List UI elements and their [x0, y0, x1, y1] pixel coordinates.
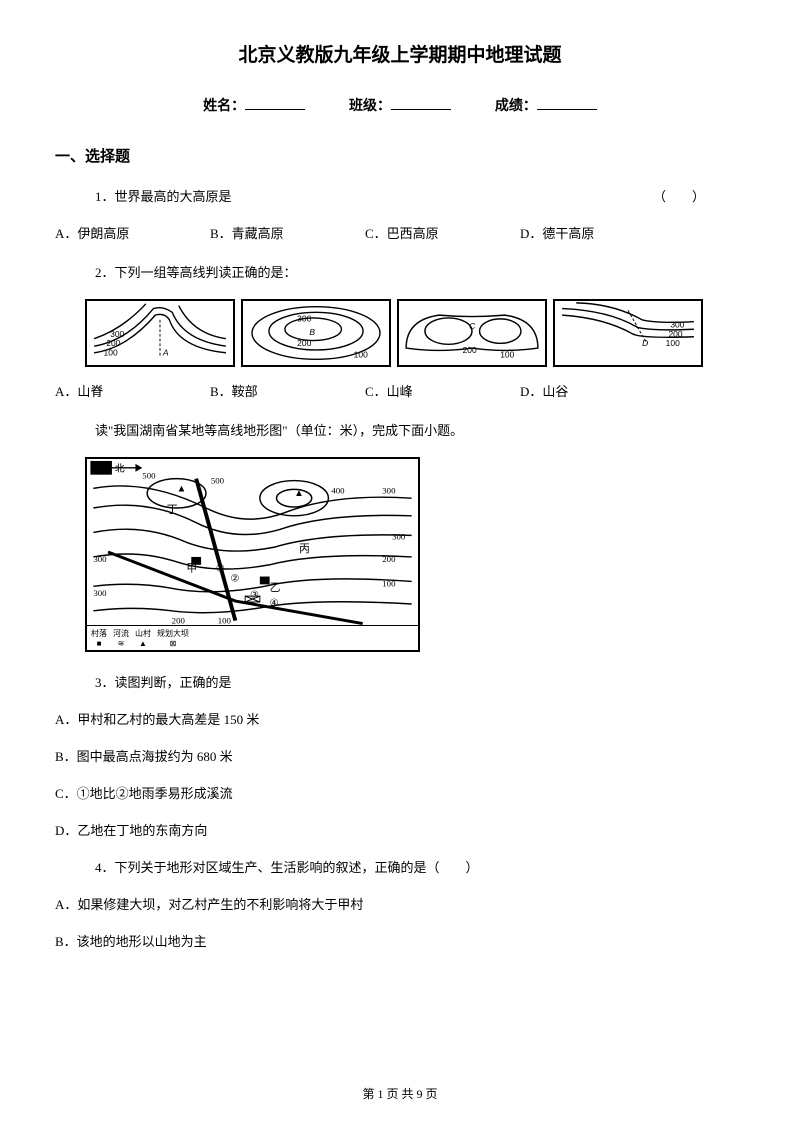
question-3: 3．读图判断，正确的是	[55, 672, 745, 691]
svg-text:200: 200	[297, 338, 311, 348]
topographic-map: 北 ▲ ▲ 500 500 400 300 300 300 300 200 20…	[85, 457, 420, 652]
svg-text:100: 100	[382, 578, 396, 588]
q2-opt-d: D．山谷	[520, 381, 568, 400]
svg-text:丙: 丙	[299, 543, 310, 555]
svg-text:乙: 乙	[270, 582, 281, 594]
svg-text:500: 500	[211, 475, 225, 485]
contour-diagrams: 100 200 300 A 100 200 300 B 100 200 C	[55, 299, 745, 367]
legend-peak: 山村 ▲	[135, 628, 151, 648]
legend-dam: 规划大坝 ⊠	[157, 628, 189, 648]
question-2: 2．下列一组等高线判读正确的是：	[55, 262, 745, 281]
svg-text:C: C	[469, 321, 476, 331]
svg-text:300: 300	[110, 329, 124, 339]
q1-paren: （ ）	[653, 186, 705, 205]
name-label: 姓名：	[203, 97, 245, 113]
reading-instruction: 读"我国湖南省某地等高线地形图"（单位：米），完成下面小题。	[55, 420, 745, 439]
svg-text:500: 500	[142, 471, 156, 481]
q4-opt-a: A．如果修建大坝，对乙村产生的不利影响将大于甲村	[55, 894, 745, 913]
q4-opt-b: B．该地的地形以山地为主	[55, 931, 745, 950]
legend-village: 村落 ■	[91, 628, 107, 648]
q1-text: 1．世界最高的大高原是	[95, 189, 232, 204]
svg-text:丁: 丁	[167, 504, 178, 516]
svg-text:100: 100	[354, 349, 368, 359]
svg-text:100: 100	[666, 338, 680, 348]
svg-text:100: 100	[500, 349, 514, 359]
score-label: 成绩：	[495, 97, 537, 113]
page-footer: 第 1 页 共 9 页	[0, 1085, 800, 1102]
svg-text:▲: ▲	[294, 488, 304, 499]
q2-opt-a: A．山脊	[55, 381, 210, 400]
svg-text:D: D	[642, 338, 648, 348]
name-blank[interactable]	[245, 109, 305, 110]
svg-text:甲: 甲	[186, 563, 197, 575]
svg-text:300: 300	[382, 485, 396, 495]
q1-opt-a: A．伊朗高原	[55, 223, 210, 242]
svg-text:200: 200	[382, 554, 396, 564]
question-1: 1．世界最高的大高原是 （ ）	[55, 186, 745, 205]
svg-text:200: 200	[106, 338, 120, 348]
q1-options: A．伊朗高原 B．青藏高原 C．巴西高原 D．德干高原	[55, 223, 745, 242]
contour-c: 100 200 C	[397, 299, 547, 367]
contour-a: 100 200 300 A	[85, 299, 235, 367]
question-4: 4．下列关于地形对区域生产、生活影响的叙述，正确的是（ ）	[55, 857, 745, 876]
svg-text:①: ①	[216, 564, 225, 575]
student-info: 姓名： 班级： 成绩：	[55, 95, 745, 115]
contour-d: 100 200 300 D	[553, 299, 703, 367]
svg-text:④: ④	[270, 598, 279, 609]
svg-text:300: 300	[93, 554, 107, 564]
svg-text:300: 300	[670, 319, 684, 329]
q2-opt-b: B．鞍部	[210, 381, 365, 400]
svg-text:300: 300	[297, 314, 311, 324]
legend-river: 河流 ≋	[113, 628, 129, 648]
svg-text:▲: ▲	[177, 483, 187, 494]
q3-opt-c: C．①地比②地雨季易形成溪流	[55, 783, 745, 802]
svg-text:A: A	[162, 348, 169, 358]
q1-opt-b: B．青藏高原	[210, 223, 365, 242]
svg-text:②: ②	[230, 573, 239, 584]
q1-opt-c: C．巴西高原	[365, 223, 520, 242]
q2-opt-c: C．山峰	[365, 381, 520, 400]
class-blank[interactable]	[391, 109, 451, 110]
svg-text:200: 200	[668, 329, 682, 339]
page-title: 北京义教版九年级上学期期中地理试题	[55, 40, 745, 67]
q2-options: A．山脊 B．鞍部 C．山峰 D．山谷	[55, 381, 745, 400]
q1-opt-d: D．德干高原	[520, 223, 594, 242]
svg-text:B: B	[309, 327, 315, 337]
svg-text:300: 300	[392, 531, 406, 541]
svg-text:300: 300	[93, 588, 107, 598]
contour-b: 100 200 300 B	[241, 299, 391, 367]
svg-text:200: 200	[463, 345, 477, 355]
svg-text:北: 北	[115, 463, 125, 475]
q3-opt-d: D．乙地在丁地的东南方向	[55, 820, 745, 839]
svg-text:400: 400	[331, 485, 345, 495]
map-legend: 村落 ■ 河流 ≋ 山村 ▲ 规划大坝 ⊠	[87, 625, 418, 650]
svg-text:100: 100	[104, 348, 118, 358]
q3-opt-b: B．图中最高点海拔约为 680 米	[55, 746, 745, 765]
q3-opt-a: A．甲村和乙村的最大高差是 150 米	[55, 709, 745, 728]
section-header: 一、选择题	[55, 145, 745, 166]
score-blank[interactable]	[537, 109, 597, 110]
class-label: 班级：	[349, 97, 391, 113]
